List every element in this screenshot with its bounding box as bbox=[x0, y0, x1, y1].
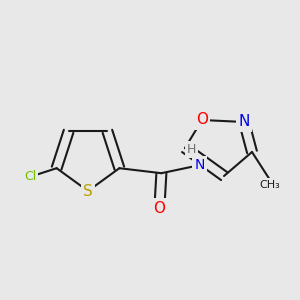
Text: Cl: Cl bbox=[24, 170, 36, 183]
Text: N: N bbox=[194, 158, 205, 172]
Text: O: O bbox=[196, 112, 208, 128]
Text: O: O bbox=[153, 201, 165, 216]
Text: N: N bbox=[238, 115, 250, 130]
Text: H: H bbox=[187, 143, 196, 156]
Text: CH₃: CH₃ bbox=[260, 180, 280, 190]
Text: S: S bbox=[83, 184, 93, 199]
